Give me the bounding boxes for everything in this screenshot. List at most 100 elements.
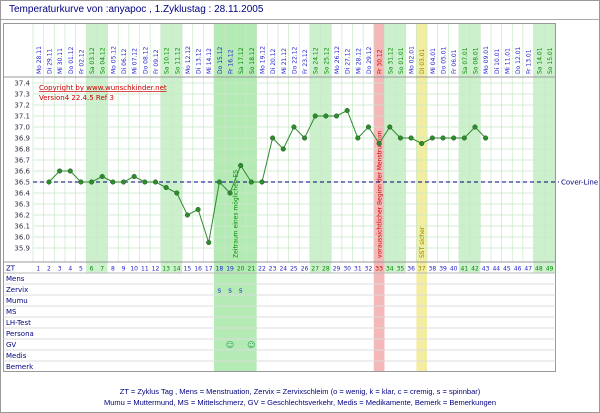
date-label: Do 22.12: [291, 46, 298, 74]
zt-number: 15: [184, 266, 192, 273]
date-label: Di 13.12: [196, 48, 203, 74]
temp-point: [472, 124, 478, 130]
date-label: Di 10.01: [494, 48, 501, 74]
date-label: Mo 19.12: [259, 46, 266, 74]
zt-number: 6: [90, 266, 94, 273]
temp-point: [184, 212, 190, 218]
row-label: GV: [6, 341, 16, 349]
date-label: Mo 26.12: [334, 46, 341, 74]
date-label: Do 05.01: [441, 46, 448, 74]
y-tick-label: 37.0: [14, 124, 30, 132]
weekend-band: [533, 24, 545, 273]
zt-number: 30: [343, 266, 351, 273]
legend-line-1: ZT = Zyklus Tag , Mens = Menstruation, Z…: [119, 387, 481, 396]
date-label: Mo 09.01: [483, 46, 490, 74]
row-label-zt: ZT: [6, 265, 16, 273]
date-label: Fr 16.12: [228, 49, 235, 74]
y-tick-label: 36.3: [14, 201, 30, 209]
row-label: Bemerk: [6, 363, 34, 371]
zt-number: 39: [439, 266, 447, 273]
date-label: Sa 31.12: [387, 47, 394, 74]
temp-point: [206, 239, 212, 246]
zt-number: 16: [194, 266, 202, 273]
temp-point: [131, 173, 137, 180]
date-label: Do 15.12: [217, 46, 224, 74]
y-tick-label: 35.9: [14, 245, 30, 253]
zt-number: 14: [173, 266, 181, 273]
date-label: Di 03.01: [419, 48, 426, 74]
y-tick-label: 37.3: [14, 91, 30, 99]
zt-number: 31: [354, 266, 362, 273]
temp-point: [429, 135, 435, 141]
y-tick-label: 37.1: [14, 113, 30, 121]
weekend-band: [469, 24, 481, 273]
cycle-table: ZT 1 2 3 4 5 6 7 8 9 10 11 12 13 14 15 16 17 18 19 20 21 22 23 2…: [6, 265, 554, 372]
zt-number: 46: [514, 266, 522, 273]
zt-number: 38: [429, 266, 437, 273]
copyright-link[interactable]: Copyright by www.wunschkinder.net: [39, 84, 167, 92]
date-label: Do 29.12: [366, 46, 373, 74]
date-label: Fr 06.01: [451, 49, 458, 74]
zt-number: 29: [333, 266, 341, 273]
zt-number: 7: [100, 266, 104, 273]
date-label: Fr 02.12: [78, 49, 85, 74]
zt-number: 49: [546, 266, 554, 273]
row-label: Mens: [6, 275, 25, 283]
row-label: Mumu: [6, 297, 28, 305]
temp-point: [291, 124, 297, 130]
date-label: Di 29.11: [46, 48, 53, 74]
weekend-band: [171, 24, 183, 273]
row-label: MS: [6, 308, 17, 316]
y-tick-label: 36.9: [14, 135, 30, 143]
y-axis-labels: 37.4 37.3 37.2 37.1 37.0 36.9 36.8 36.7 36.6 36.5…: [14, 80, 30, 253]
date-header: Mo 28.11 Di 29.11 Mi 30.11 Do 01.12 Fr 02.12…: [36, 46, 554, 74]
weekend-band: [459, 24, 470, 273]
temp-point: [408, 135, 414, 141]
temp-point: [376, 140, 382, 147]
temp-point: [238, 162, 244, 169]
zt-number: 41: [461, 266, 469, 273]
temp-point: [344, 107, 350, 114]
date-label: So 25.12: [323, 47, 330, 74]
zt-number: 11: [141, 266, 149, 273]
date-label: Di 06.12: [121, 48, 128, 74]
date-label: So 08.01: [472, 47, 479, 74]
cover-line-label: Cover-Line: [561, 179, 598, 187]
date-label: Mi 14.12: [206, 48, 213, 74]
date-label: Mi 04.01: [430, 48, 437, 74]
ovulation-zone-label: Zeitraum eines möglichen ES: [232, 170, 239, 258]
date-label: Sa 17.12: [238, 47, 245, 74]
temp-point: [355, 135, 361, 141]
zt-number: 9: [122, 266, 126, 273]
zt-number: 20: [237, 266, 245, 273]
temp-point: [419, 140, 425, 147]
zt-number: 34: [386, 266, 394, 273]
zt-number: 40: [450, 266, 458, 273]
temp-point: [259, 179, 265, 185]
temp-point: [227, 190, 233, 196]
annotations: Zeitraum eines möglichen ES voraussichtli…: [232, 131, 426, 258]
version-label: Version4 22.4.5 Ref 3: [39, 94, 114, 102]
date-label: Do 08.12: [142, 46, 149, 74]
date-label: Sa 10.12: [164, 47, 171, 74]
date-label: Fr 23.12: [302, 49, 309, 74]
date-label: Di 27.12: [345, 48, 352, 74]
zt-number: 24: [279, 266, 287, 273]
temp-point: [67, 168, 73, 174]
zt-number: 43: [482, 266, 490, 273]
weekend-band: [544, 24, 555, 273]
temp-point: [333, 113, 340, 119]
chart-canvas: 37.4 37.3 37.2 37.1 37.0 36.9 36.8 36.7 36.6 36.5…: [3, 23, 598, 372]
zt-number: 28: [322, 266, 330, 273]
date-label: Mi 28.12: [355, 48, 362, 74]
date-label: So 18.12: [249, 47, 256, 74]
weekend-band: [320, 24, 332, 273]
zt-number: 47: [524, 266, 532, 273]
date-label: Sa 03.12: [89, 47, 96, 74]
temp-point: [312, 113, 318, 119]
zt-number: 5: [79, 266, 83, 273]
zt-number: 4: [68, 266, 72, 273]
date-label: Fr 13.01: [526, 49, 533, 74]
menstruation-band: [373, 24, 385, 372]
y-tick-label: 36.5: [14, 179, 30, 187]
